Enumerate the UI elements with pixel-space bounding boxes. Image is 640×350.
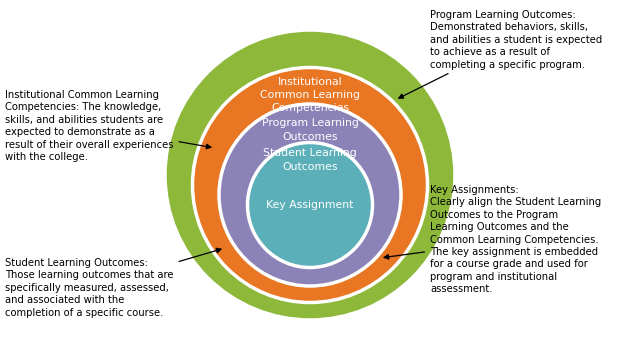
- Ellipse shape: [165, 30, 455, 320]
- Text: Institutional Common Learning
Competencies: The knowledge,
skills, and abilities: Institutional Common Learning Competenci…: [5, 90, 211, 162]
- Ellipse shape: [248, 142, 372, 267]
- Text: Student Learning
Outcomes: Student Learning Outcomes: [263, 148, 357, 172]
- Text: Student Learning Outcomes:
Those learning outcomes that are
specifically measure: Student Learning Outcomes: Those learnin…: [5, 248, 221, 317]
- Text: Key Assignment: Key Assignment: [266, 200, 354, 210]
- Ellipse shape: [193, 68, 428, 302]
- Text: Program Learning Outcomes:
Demonstrated behaviors, skills,
and abilities a stude: Program Learning Outcomes: Demonstrated …: [399, 10, 602, 98]
- Text: Program Learning
Outcomes: Program Learning Outcomes: [262, 118, 358, 142]
- Ellipse shape: [219, 104, 401, 286]
- Text: Institutional
Common Learning
Competencies: Institutional Common Learning Competenci…: [260, 77, 360, 113]
- Text: Key Assignments:
Clearly align the Student Learning
Outcomes to the Program
Lear: Key Assignments: Clearly align the Stude…: [384, 185, 601, 294]
